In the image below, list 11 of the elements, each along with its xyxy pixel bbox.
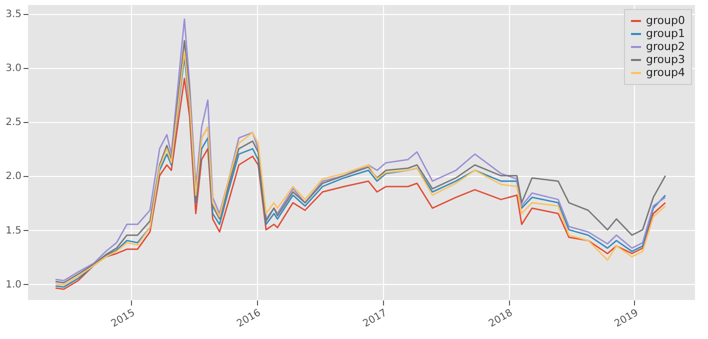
y-tick-label: 3.0: [6, 63, 22, 74]
y-tick-label: 1.5: [6, 225, 22, 236]
legend-label: group3: [646, 53, 685, 66]
y-tick-label: 2.0: [6, 171, 22, 182]
y-tick-label: 3.5: [6, 9, 22, 20]
legend-label: group2: [646, 40, 685, 53]
legend-label: group0: [646, 14, 685, 27]
y-tick-label: 1.0: [6, 279, 22, 290]
y-tick-label: 2.5: [6, 117, 22, 128]
legend-label: group4: [646, 66, 685, 79]
legend-label: group1: [646, 27, 685, 40]
